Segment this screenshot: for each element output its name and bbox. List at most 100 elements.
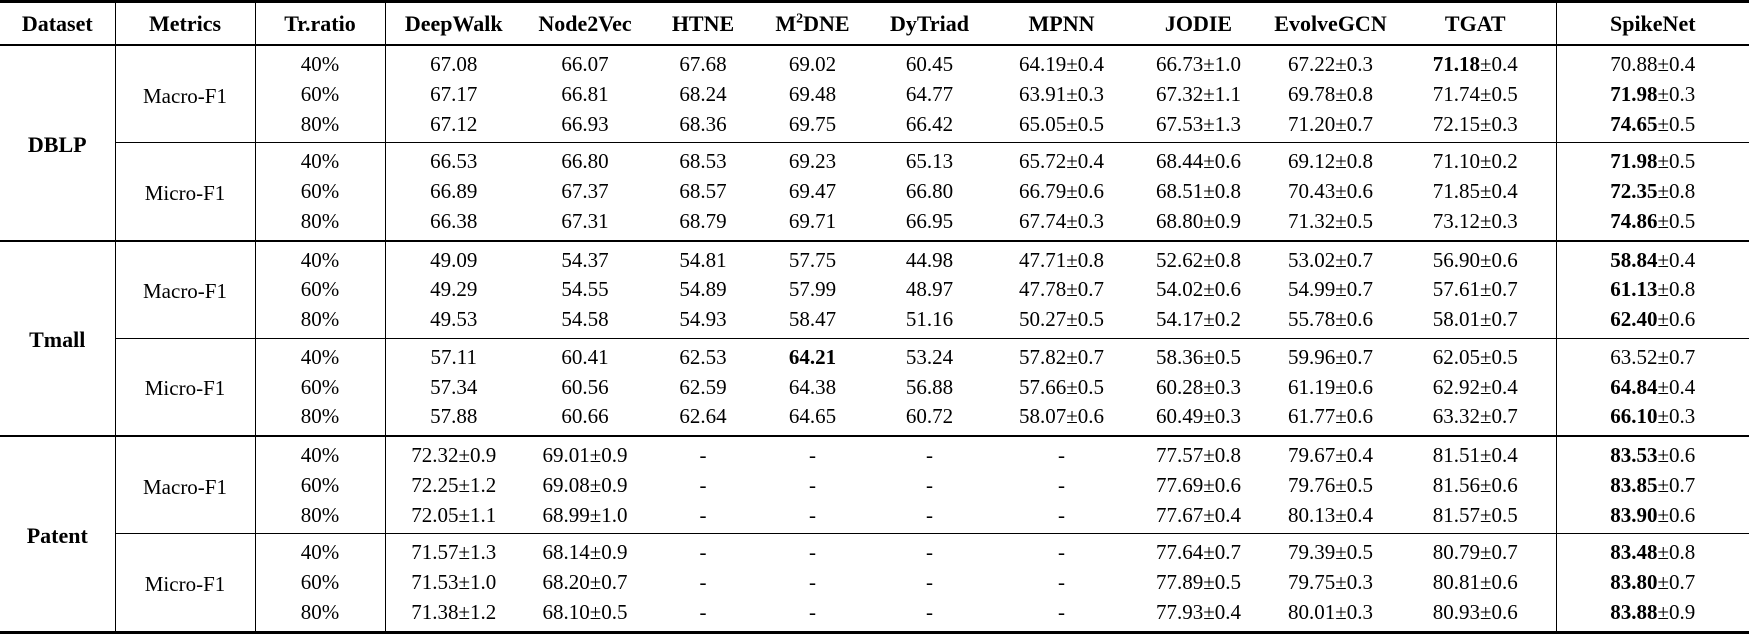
col-header-evolvegcn: EvolveGCN [1266,1,1395,46]
value-cell-tgat: 80.81±0.6 [1395,567,1557,598]
value-cell-node2vec: 66.81 [561,81,609,106]
value-cell-jodie: 54.02±0.6 [1155,277,1242,302]
value-cell-spikenet: 62.40±0.6 [1556,304,1749,339]
value-cell-htne: - [699,443,707,468]
metric-label: Macro-F1 [115,45,256,144]
value-cell-tgat: 71.74±0.5 [1395,79,1557,110]
value-cell-tgat: 58.01±0.7 [1395,304,1557,339]
value-cell-spikenet: 83.88±0.9 [1610,600,1696,625]
value-cell-tgat: 56.90±0.6 [1395,240,1557,275]
value-cell-spikenet: 66.10±0.3 [1556,401,1749,438]
value-cell-evolvegcn: 61.19±0.6 [1287,374,1374,399]
value-cell-dytriad: - [926,443,933,468]
metric-label: Macro-F1 [115,436,256,535]
value-cell-spikenet: 83.48±0.8 [1610,540,1696,565]
value-cell-node2vec: 68.14±0.9 [542,540,628,565]
value-cell-evolvegcn: 79.67±0.4 [1287,443,1374,468]
col-header-dytriad: DyTriad [867,1,992,46]
value-cell-evolvegcn: 69.78±0.8 [1287,81,1374,106]
value-cell-mpnn: - [1058,570,1065,595]
value-cell-node2vec: 60.41 [561,344,609,369]
value-cell-jodie: 77.69±0.6 [1155,472,1242,497]
value-cell-evolvegcn: 54.99±0.7 [1287,277,1374,302]
value-cell-dytriad: 48.97 [905,277,954,302]
value-cell-tgat: 57.61±0.7 [1395,274,1557,305]
value-cell-jodie: 67.32±1.1 [1155,81,1242,106]
value-cell-mpnn: - [1058,540,1065,565]
value-cell-spikenet: 71.98±0.3 [1610,81,1696,106]
value-cell-m2dne: - [809,443,816,468]
value-cell-deepwalk: 72.32±0.9 [411,443,497,468]
tr-ratio-cell: 40% [255,338,386,373]
value-cell-htne: 54.81 [679,247,727,272]
value-cell-evolvegcn: 71.32±0.5 [1266,206,1395,242]
tr-ratio-cell: 60% [255,176,386,207]
value-cell-mpnn: - [1058,600,1065,625]
value-cell-deepwalk: 71.53±1.0 [411,570,497,595]
table-row: 80% 49.53 54.58 54.93 58.47 51.16 50.27±0.5 54.… [0,304,1749,339]
value-cell-node2vec: 69.01±0.9 [542,443,628,468]
value-cell-mpnn: 50.27±0.5 [992,304,1131,339]
value-cell-node2vec: 66.93 [522,109,648,144]
value-cell-mpnn: - [1058,443,1065,468]
value-cell-jodie: 60.28±0.3 [1155,374,1242,399]
table-row: 60% 72.25±1.2 69.08±0.9 - - - - 77.69±0.6 79.76±… [0,470,1749,501]
value-cell-htne: - [699,472,707,497]
value-cell-node2vec: 54.58 [522,304,648,339]
value-cell-htne: - [699,570,707,595]
col-header-spikenet: SpikeNet [1556,1,1749,46]
value-cell-m2dne: 64.38 [788,374,837,399]
table-row: DBLP Macro-F1 40% 67.08 66.07 67.68 69.02 60.45… [0,45,1749,242]
table-row: 80% 57.88 60.66 62.64 64.65 60.72 58.07±0.6 60.… [0,401,1749,438]
value-cell-spikenet: 74.86±0.5 [1556,206,1749,242]
table-header: Dataset Metrics Tr.ratio DeepWalk Node2Vec HT… [0,1,1749,46]
value-cell-evolvegcn: 61.77±0.6 [1266,401,1395,438]
value-cell-mpnn: 47.71±0.8 [1018,247,1105,272]
value-cell-evolvegcn: 79.76±0.5 [1287,472,1374,497]
value-cell-dytriad: - [926,540,933,565]
value-cell-m2dne: 69.02 [788,52,837,76]
value-cell-deepwalk: 57.11 [430,344,477,369]
value-cell-jodie: 77.89±0.5 [1155,570,1242,595]
value-cell-tgat: 71.10±0.2 [1395,142,1557,177]
value-cell-deepwalk: 71.57±1.3 [411,540,497,565]
value-cell-m2dne: 69.47 [788,179,837,204]
value-cell-evolvegcn: 67.22±0.3 [1287,52,1374,76]
value-cell-evolvegcn: 53.02±0.7 [1287,247,1374,272]
tr-ratio-cell: 80% [255,304,386,339]
value-cell-node2vec: 54.55 [561,277,609,302]
value-cell-spikenet: 58.84±0.4 [1610,247,1696,272]
value-cell-m2dne: - [809,600,816,625]
value-cell-node2vec: 69.08±0.9 [542,472,628,497]
tr-ratio-cell: 60% [255,274,386,305]
value-cell-tgat: 62.05±0.5 [1395,338,1557,373]
value-cell-mpnn: 67.74±0.3 [992,206,1131,242]
value-cell-m2dne: 69.48 [788,81,837,106]
value-cell-spikenet: 72.35±0.8 [1610,179,1696,204]
table-row: 80% 71.38±1.2 68.10±0.5 - - - - 77.93±0.4 80.01±… [0,597,1749,633]
value-cell-mpnn: - [992,500,1131,535]
value-cell-tgat: 80.93±0.6 [1395,597,1557,633]
col-header-htne: HTNE [648,1,758,46]
value-cell-dytriad: 66.95 [867,206,992,242]
value-cell-jodie: 68.44±0.6 [1155,149,1242,174]
table-row: Patent Macro-F1 40% 72.32±0.9 69.01±0.9- - - -7… [0,436,1749,633]
table-row: 60% 49.29 54.55 54.89 57.99 48.97 47.78±0.7 54.… [0,274,1749,305]
value-cell-jodie: 77.67±0.4 [1131,500,1266,535]
value-cell-tgat: 81.57±0.5 [1395,500,1557,535]
value-cell-tgat: 81.56±0.6 [1395,470,1557,501]
dataset-label-patent: Patent [0,436,116,633]
value-cell-evolvegcn: 70.43±0.6 [1287,179,1374,204]
value-cell-node2vec: 66.80 [561,149,609,174]
value-cell-tgat: 80.79±0.7 [1395,533,1557,568]
value-cell-m2dne: 64.65 [758,401,867,438]
value-cell-deepwalk: 49.53 [385,304,522,339]
value-cell-htne: - [699,600,707,625]
value-cell-dytriad: 53.24 [905,344,954,369]
value-cell-dytriad: 64.77 [905,81,954,106]
value-cell-m2dne: 69.75 [758,109,867,144]
value-cell-jodie: 77.93±0.4 [1155,600,1242,625]
value-cell-spikenet: 64.84±0.4 [1610,374,1696,399]
value-cell-dytriad: - [867,500,992,535]
value-cell-spikenet: 83.53±0.6 [1610,443,1696,468]
